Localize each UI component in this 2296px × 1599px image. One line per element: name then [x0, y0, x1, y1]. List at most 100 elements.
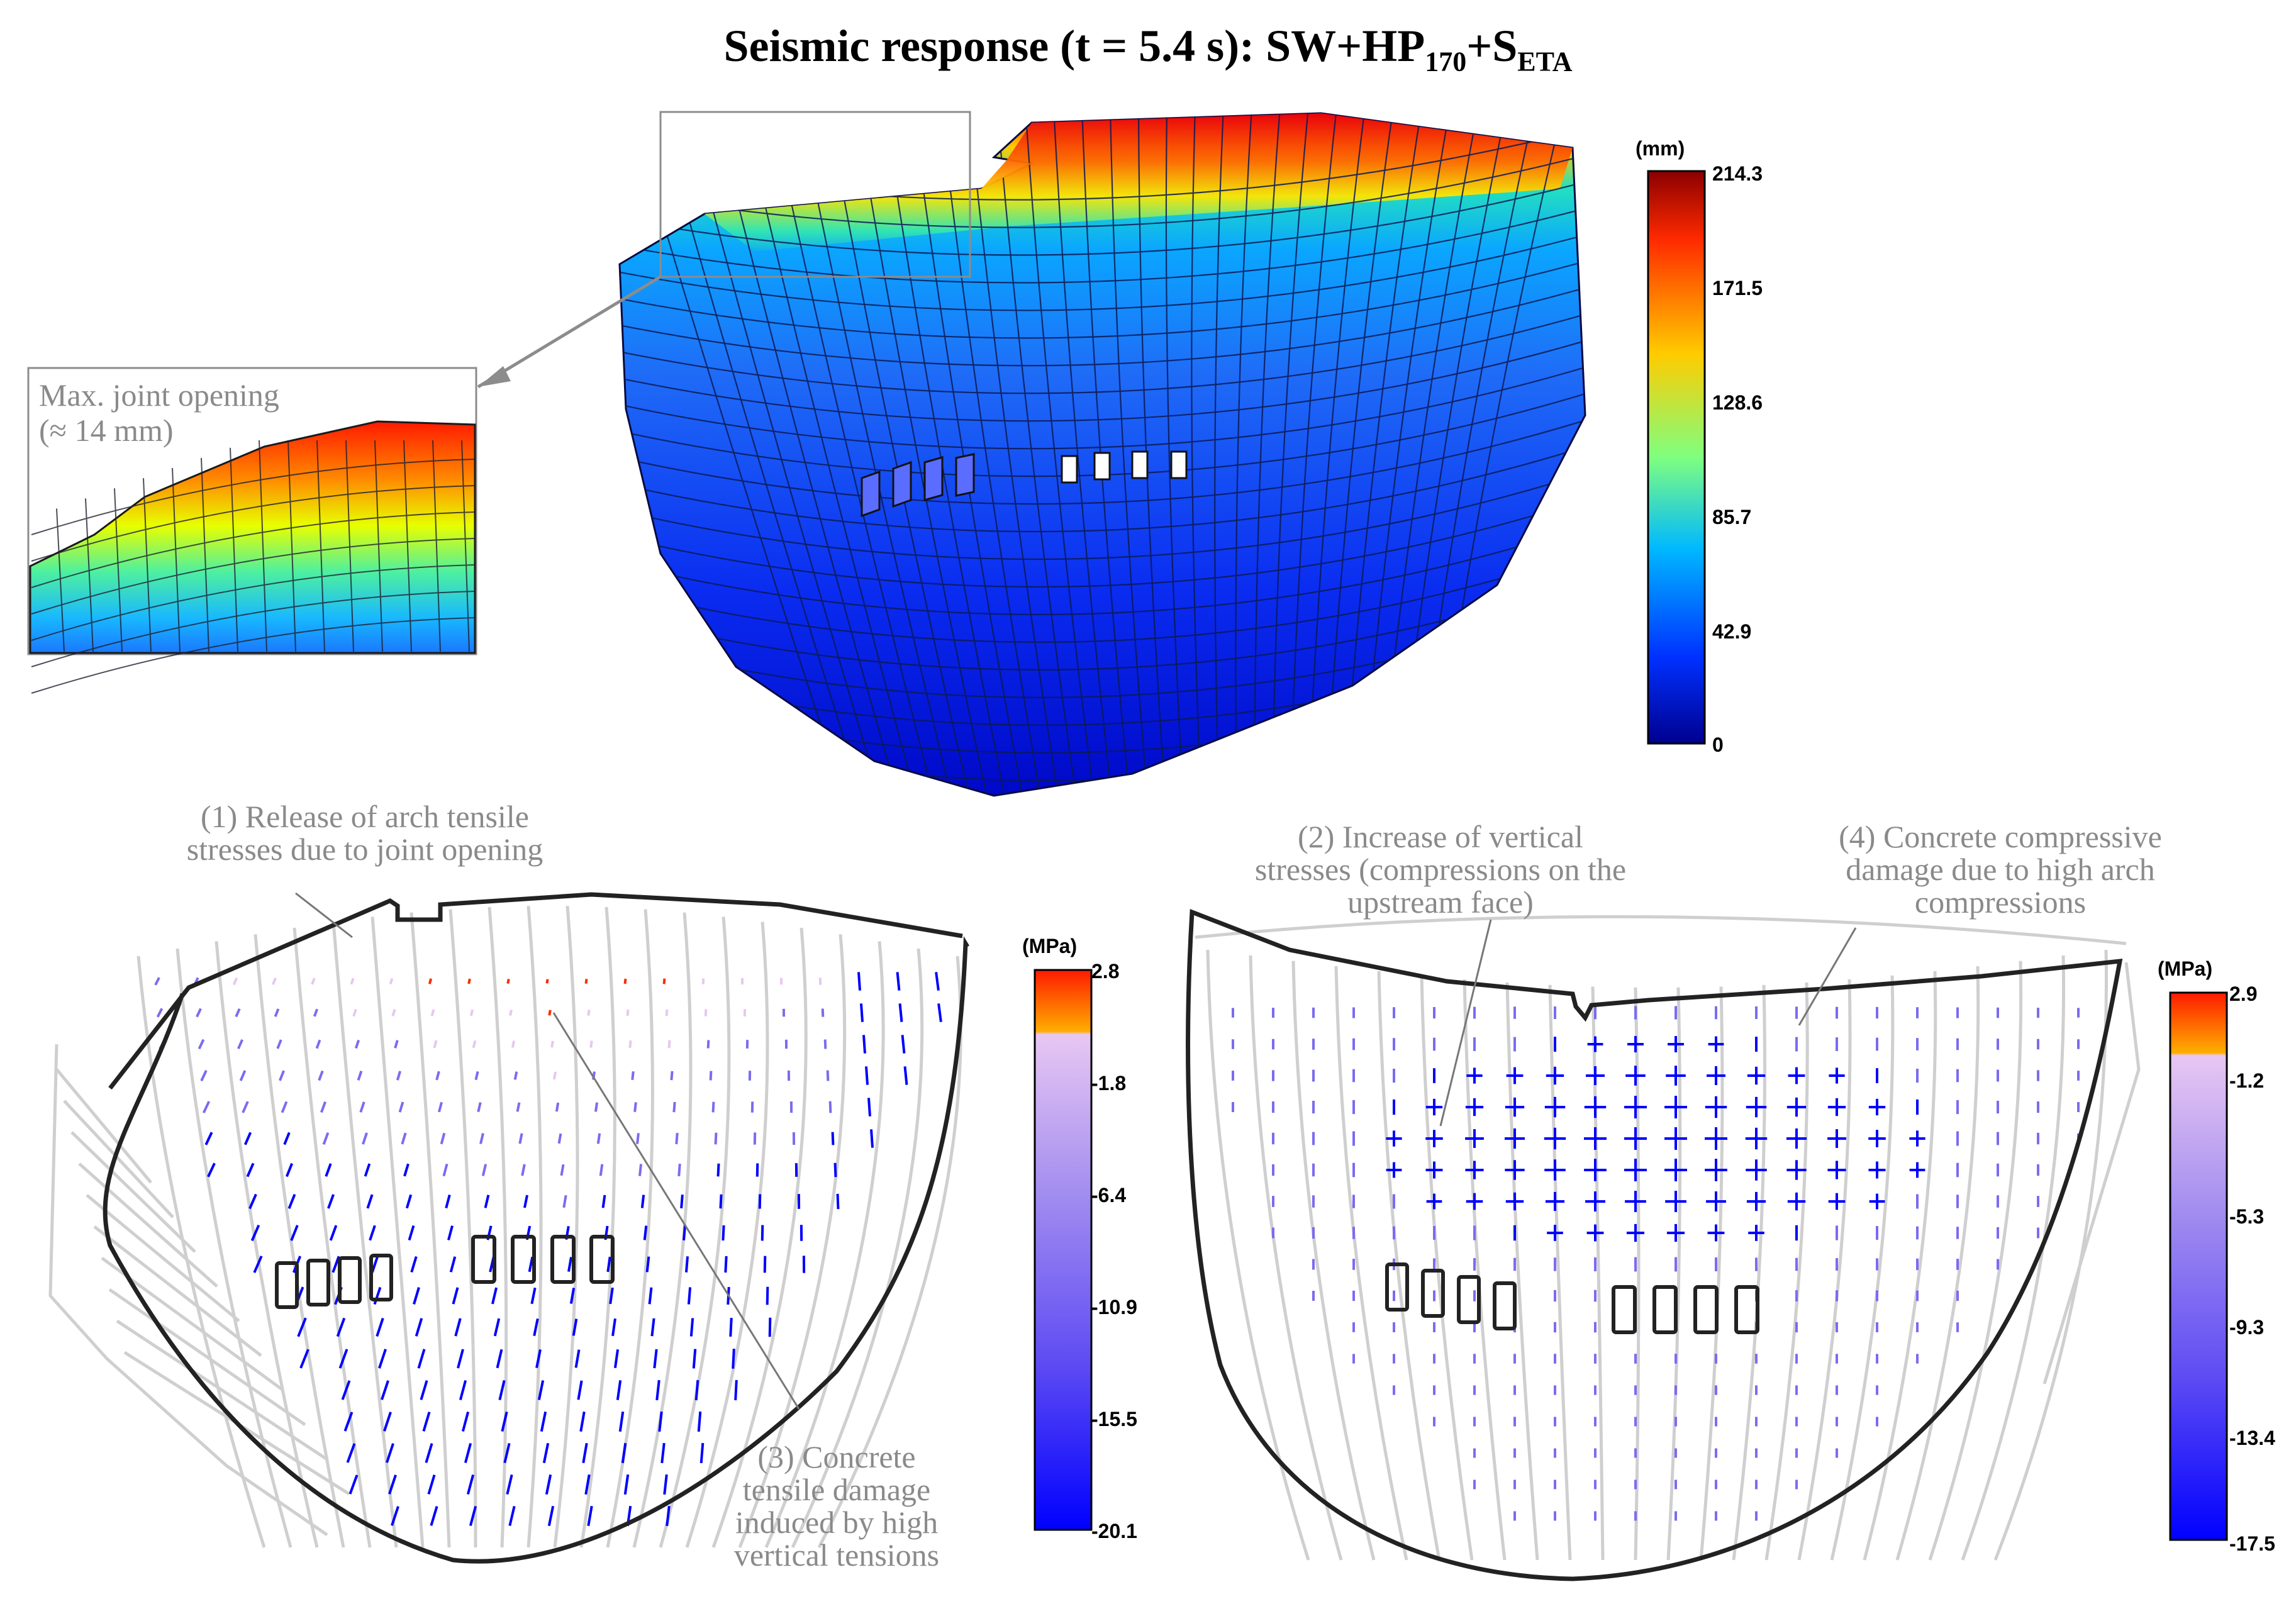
- stress-vector: [633, 1102, 637, 1112]
- stress-vector: [869, 1129, 874, 1148]
- stress-vector: [196, 1008, 202, 1018]
- mesh-line: [1420, 975, 1474, 1561]
- annotation-4-leader: [1798, 927, 1857, 1026]
- upstream-colorbar-tick: -9.3: [2229, 1316, 2265, 1339]
- displacement-colorbar-tick: 42.9: [1712, 620, 1752, 643]
- mesh-line: [1732, 984, 1766, 1561]
- stress-vector: [521, 1164, 526, 1176]
- stress-vector: [207, 1162, 216, 1178]
- mesh-line: [86, 1194, 240, 1322]
- stress-vector: [935, 972, 940, 991]
- upstream-colorbar: [2169, 991, 2228, 1541]
- stress-vector: [435, 1071, 440, 1081]
- mesh-line: [620, 257, 1585, 339]
- stress-vector: [391, 1506, 399, 1526]
- mesh-line: [620, 442, 1585, 533]
- stress-vector: [454, 1318, 462, 1337]
- mesh-line: [685, 922, 769, 1548]
- stress-vector: [253, 1256, 263, 1273]
- mesh-line: [1249, 955, 1343, 1561]
- stress-vector: [537, 1380, 545, 1400]
- stress-vector: [394, 1040, 399, 1049]
- stress-vector: [567, 1257, 572, 1272]
- mesh-line: [1699, 986, 1724, 1561]
- mesh-line: [1109, 113, 1150, 796]
- mesh-line: [996, 113, 1079, 796]
- mesh-line: [449, 909, 477, 1548]
- downstream-colorbar-unit: (MPa): [1022, 935, 1078, 957]
- upstream-colorbar-tick: -5.3: [2229, 1205, 2265, 1228]
- stress-vector: [466, 1474, 475, 1495]
- stress-vector: [692, 1349, 697, 1369]
- mesh-line: [230, 447, 238, 652]
- stress-vector: [427, 1474, 436, 1495]
- stress-vector: [237, 1039, 243, 1049]
- mesh-line: [738, 934, 847, 1548]
- stress-vector: [724, 1256, 728, 1273]
- stress-vector: [836, 1193, 840, 1210]
- mesh-line: [620, 362, 1585, 450]
- stress-vector: [242, 1101, 249, 1113]
- dam-outlet-openings: [861, 450, 1188, 518]
- mesh-line: [1666, 987, 1682, 1561]
- stress-vector: [239, 1070, 247, 1081]
- stress-vector: [662, 978, 666, 984]
- stress-vector: [354, 1039, 360, 1049]
- stress-vector: [636, 1133, 640, 1144]
- mesh-line: [332, 922, 398, 1548]
- stress-vector: [430, 1009, 435, 1017]
- mesh-line: [31, 485, 476, 562]
- stress-vector: [369, 1225, 376, 1241]
- stress-vector: [823, 1039, 827, 1049]
- stress-vector: [901, 1035, 906, 1054]
- mesh-line: [1591, 986, 1605, 1561]
- stress-vector: [599, 1164, 604, 1176]
- stress-vector: [530, 1287, 537, 1305]
- mesh-line: [176, 948, 293, 1548]
- downstream-openings: [275, 1235, 615, 1309]
- stress-vector: [768, 1317, 772, 1337]
- stress-vector: [336, 1317, 346, 1337]
- mesh-line: [1024, 113, 1097, 796]
- mesh-line: [579, 906, 616, 1548]
- stress-vector: [896, 972, 901, 991]
- stress-vector: [509, 1010, 513, 1016]
- mesh-line: [620, 336, 1585, 422]
- mesh-line: [1291, 961, 1376, 1561]
- stress-vector: [557, 1133, 562, 1144]
- stress-vector: [596, 1133, 601, 1144]
- stress-vector: [491, 1287, 498, 1305]
- stress-vector: [498, 1379, 506, 1401]
- stress-vector: [660, 1442, 666, 1464]
- mesh-line: [371, 916, 425, 1548]
- stress-vector: [386, 1443, 394, 1463]
- stress-vector: [560, 1164, 565, 1176]
- downstream-colorbar-tick: -6.4: [1091, 1184, 1127, 1206]
- stress-vector: [663, 1474, 668, 1495]
- stress-vector: [618, 1411, 625, 1432]
- stress-vector: [680, 1195, 684, 1208]
- mesh-line: [620, 309, 1585, 394]
- stress-vector: [584, 1474, 591, 1495]
- displacement-colorbar-tick: 0: [1712, 733, 1724, 756]
- mesh-line: [1895, 966, 1980, 1561]
- stress-vector: [479, 1133, 484, 1144]
- stress-vector: [626, 1009, 630, 1017]
- stress-vector: [687, 1287, 692, 1305]
- stress-vector: [371, 1256, 379, 1273]
- mesh-line: [410, 912, 451, 1548]
- mesh-line: [2042, 962, 2141, 1384]
- mesh-line: [659, 916, 731, 1548]
- stress-vector: [348, 1474, 359, 1495]
- mesh-line: [620, 521, 1585, 616]
- stress-vector: [903, 1066, 908, 1085]
- upstream-stress-vectors: [1232, 1006, 2080, 1521]
- mesh-line: [316, 440, 325, 652]
- stress-vector: [332, 1256, 340, 1273]
- stress-vector: [579, 1411, 586, 1432]
- downstream-colorbar-tick: -15.5: [1091, 1408, 1137, 1430]
- mesh-line: [620, 204, 1585, 284]
- stress-vector: [235, 1008, 241, 1018]
